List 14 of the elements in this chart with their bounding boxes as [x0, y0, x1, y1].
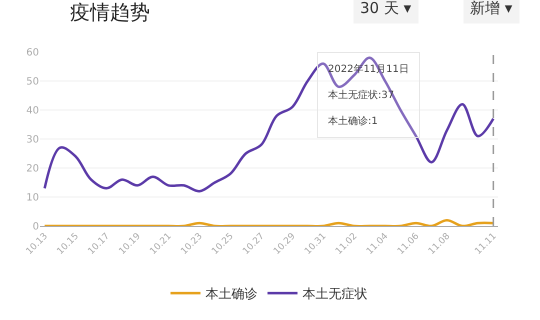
y-tick-label: 50: [26, 76, 39, 88]
text: 新增 ▾: [470, 0, 513, 17]
chart-title: 疫情趋势: [70, 0, 150, 24]
y-tick-label: 10: [26, 192, 39, 204]
y-tick-label: 60: [26, 48, 39, 58]
y-tick-label: 0: [32, 222, 39, 232]
text: 30 天 ▾: [360, 0, 412, 17]
annotation: 本土确诊:1: [328, 115, 378, 127]
y-tick-label: 40: [26, 106, 39, 116]
legend-label: 本土无症状: [302, 287, 368, 302]
y-tick-label: 20: [26, 164, 39, 174]
legend-label: 本土确诊: [206, 287, 258, 302]
y-tick-label: 30: [26, 134, 39, 146]
line-series: [43, 56, 495, 192]
